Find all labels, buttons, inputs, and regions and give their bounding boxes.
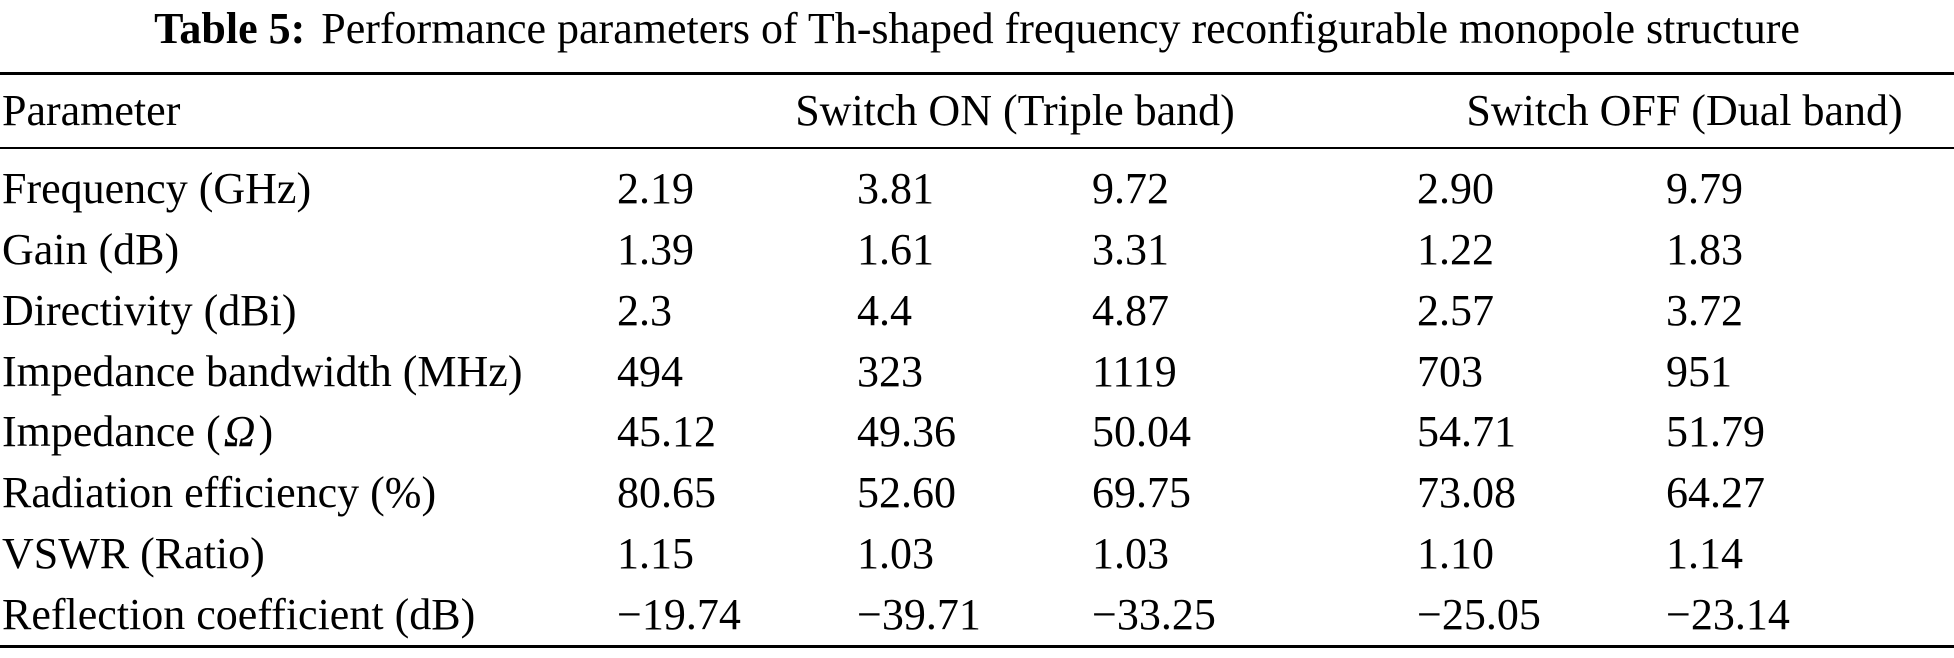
value-cell: 3.81: [857, 164, 934, 214]
value-cell: 2.3: [617, 285, 672, 335]
value-cell: 9.72: [1092, 164, 1169, 214]
value-cell: 54.71: [1417, 407, 1516, 457]
value-cell: 73.08: [1417, 468, 1516, 518]
table-body: Frequency (GHz) 2.19 3.81 9.72 2.90 9.79…: [0, 149, 1954, 648]
value-cell: 80.65: [617, 468, 716, 518]
param-cell-radiation-efficiency: Radiation efficiency (%): [2, 468, 437, 518]
value-cell: 50.04: [1092, 407, 1191, 457]
value-cell: 49.36: [857, 407, 956, 457]
value-cell: 1119: [1092, 346, 1177, 396]
column-header-parameter: Parameter: [2, 86, 181, 135]
value-cell: 9.79: [1666, 164, 1743, 214]
caption-text: Performance parameters of Th-shaped freq…: [321, 4, 1800, 53]
value-cell: −39.71: [857, 589, 981, 639]
omega-symbol: Ω: [223, 407, 256, 457]
value-cell: 494: [617, 346, 683, 396]
caption-label: Table 5:: [154, 4, 306, 53]
value-cell: 3.72: [1666, 285, 1743, 335]
value-cell: 1.03: [1092, 528, 1169, 578]
param-cell-frequency: Frequency (GHz): [2, 164, 312, 214]
param-cell-reflection-coefficient: Reflection coefficient (dB): [2, 589, 476, 639]
param-cell-impedance: Impedance (Ω): [0, 410, 615, 454]
table-caption: Table 5: Performance parameters of Th-sh…: [0, 0, 1954, 72]
value-cell: 52.60: [857, 468, 956, 518]
value-cell: 1.83: [1666, 225, 1743, 275]
param-cell-gain: Gain (dB): [2, 225, 180, 275]
value-cell: 2.57: [1417, 285, 1494, 335]
value-cell: −23.14: [1666, 589, 1790, 639]
param-cell-directivity: Directivity (dBi): [2, 285, 297, 335]
value-cell: 51.79: [1666, 407, 1765, 457]
value-cell: 1.03: [857, 528, 934, 578]
group-header-switch-off: Switch OFF (Dual band): [1466, 86, 1903, 135]
value-cell: −19.74: [617, 589, 741, 639]
value-cell: 69.75: [1092, 468, 1191, 518]
table-header-row: Parameter Switch ON (Triple band) Switch…: [0, 72, 1954, 149]
value-cell: 1.61: [857, 225, 934, 275]
value-cell: 1.22: [1417, 225, 1494, 275]
value-cell: 703: [1417, 346, 1483, 396]
value-cell: 3.31: [1092, 225, 1169, 275]
param-cell-vswr: VSWR (Ratio): [2, 528, 265, 578]
value-cell: 1.15: [617, 528, 694, 578]
value-cell: 1.39: [617, 225, 694, 275]
value-cell: 1.14: [1666, 528, 1743, 578]
value-cell: 45.12: [617, 407, 716, 457]
value-cell: 951: [1666, 346, 1732, 396]
value-cell: 323: [857, 346, 923, 396]
value-cell: 64.27: [1666, 468, 1765, 518]
group-header-switch-on: Switch ON (Triple band): [795, 86, 1235, 135]
param-text: Impedance (: [2, 407, 221, 457]
value-cell: −33.25: [1092, 589, 1216, 639]
value-cell: 2.90: [1417, 164, 1494, 214]
value-cell: 4.4: [857, 285, 912, 335]
param-text: ): [258, 407, 274, 457]
value-cell: 4.87: [1092, 285, 1169, 335]
value-cell: 1.10: [1417, 528, 1494, 578]
param-cell-impedance-bandwidth: Impedance bandwidth (MHz): [2, 346, 523, 396]
value-cell: −25.05: [1417, 589, 1541, 639]
value-cell: 2.19: [617, 164, 694, 214]
